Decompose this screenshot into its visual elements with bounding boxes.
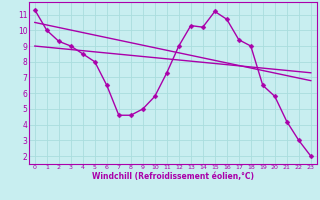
X-axis label: Windchill (Refroidissement éolien,°C): Windchill (Refroidissement éolien,°C) [92, 172, 254, 181]
